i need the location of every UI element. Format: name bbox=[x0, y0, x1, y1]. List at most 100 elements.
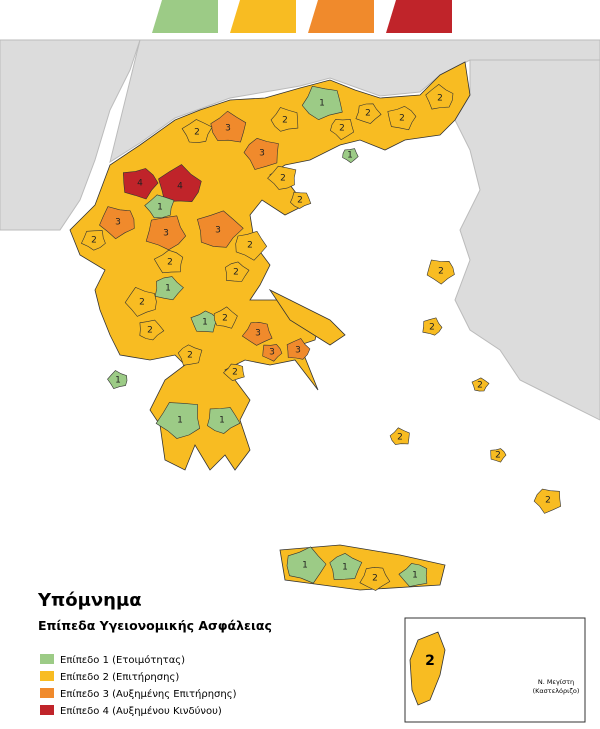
legend-title: Υπόμνημα bbox=[37, 590, 142, 611]
region bbox=[286, 338, 311, 360]
region-level: 2 bbox=[233, 268, 239, 278]
region-level: 2 bbox=[437, 94, 443, 104]
region-level: 4 bbox=[177, 182, 183, 192]
region-level: 2 bbox=[280, 174, 286, 184]
region bbox=[290, 191, 312, 209]
region bbox=[197, 210, 244, 248]
island bbox=[409, 631, 446, 706]
region-level: 3 bbox=[259, 149, 265, 159]
region bbox=[224, 261, 250, 282]
legend-label: Επίπεδο 4 (Αυξημένου Κινδύνου) bbox=[60, 705, 222, 717]
region-level: 1 bbox=[115, 376, 121, 386]
region-level: 1 bbox=[202, 318, 208, 328]
region bbox=[155, 402, 201, 439]
neighbor-land bbox=[454, 59, 600, 421]
region bbox=[99, 206, 135, 240]
region-level: 2 bbox=[232, 368, 238, 378]
color-bar bbox=[230, 0, 296, 33]
region-level: 2 bbox=[187, 351, 193, 361]
region-level: 1 bbox=[347, 151, 353, 161]
region bbox=[241, 321, 273, 346]
region bbox=[139, 319, 165, 341]
region-level: 1 bbox=[219, 416, 225, 426]
legend-label: Επίπεδο 1 (Ετοιμότητας) bbox=[60, 654, 185, 666]
region-level: 2 bbox=[495, 451, 501, 461]
inset: 2 Ν. Μεγίστη (Καστελόριζο) bbox=[404, 617, 586, 723]
region-level: 2 bbox=[372, 574, 378, 584]
region bbox=[122, 168, 159, 200]
legend-swatch bbox=[40, 705, 54, 715]
region bbox=[330, 119, 355, 141]
island bbox=[268, 288, 346, 346]
region bbox=[177, 344, 203, 366]
color-bar bbox=[152, 0, 218, 33]
region-level: 2 bbox=[438, 267, 444, 277]
region bbox=[107, 370, 128, 389]
region-level: 2 bbox=[429, 323, 435, 333]
region bbox=[190, 310, 218, 333]
region bbox=[181, 119, 213, 144]
region bbox=[262, 344, 283, 362]
region bbox=[124, 287, 157, 317]
region bbox=[270, 107, 299, 132]
region bbox=[223, 363, 245, 382]
region bbox=[359, 566, 391, 591]
region-level: 4 bbox=[137, 179, 143, 189]
region bbox=[243, 137, 279, 170]
region-level: 1 bbox=[319, 99, 325, 109]
color-bars bbox=[152, 0, 452, 33]
region bbox=[154, 276, 184, 301]
region bbox=[398, 563, 428, 587]
region bbox=[355, 103, 382, 124]
region bbox=[387, 105, 417, 131]
region bbox=[389, 427, 410, 445]
region-level: 3 bbox=[225, 124, 231, 134]
inset-name: Ν. Μεγίστη bbox=[538, 678, 574, 686]
legend-items: Επίπεδο 1 (Ετοιμότητας) Επίπεδο 2 (Επιτήρ… bbox=[40, 654, 237, 717]
region-level: 2 bbox=[477, 381, 483, 391]
region-level: 1 bbox=[165, 284, 171, 294]
region-level: 3 bbox=[269, 348, 275, 358]
region bbox=[235, 230, 268, 261]
inset-note: (Καστελόριζο) bbox=[533, 687, 580, 695]
region bbox=[213, 306, 238, 329]
region-level: 2 bbox=[147, 326, 153, 336]
region-level: 2 bbox=[194, 128, 200, 138]
legend-label: Επίπεδο 2 (Επιτήρησης) bbox=[60, 671, 179, 683]
region-level: 2 bbox=[282, 116, 288, 126]
region-level: 1 bbox=[302, 561, 308, 571]
region bbox=[425, 84, 454, 110]
region-level: 2 bbox=[545, 496, 551, 506]
legend-swatch bbox=[40, 654, 54, 664]
legend-subtitle: Επίπεδα Υγειονομικής Ασφάλειας bbox=[38, 618, 272, 633]
region bbox=[144, 194, 175, 219]
color-bar bbox=[308, 0, 374, 33]
region-level: 2 bbox=[222, 314, 228, 324]
region-level: 3 bbox=[255, 329, 261, 339]
color-bar bbox=[386, 0, 452, 33]
region-level: 1 bbox=[177, 416, 183, 426]
region-level: 2 bbox=[247, 241, 253, 251]
region bbox=[301, 85, 343, 121]
region-level: 2 bbox=[139, 298, 145, 308]
region-level: 2 bbox=[339, 124, 345, 134]
region bbox=[145, 215, 187, 251]
region bbox=[80, 230, 106, 251]
neighbor-land bbox=[0, 39, 141, 231]
region bbox=[207, 407, 241, 434]
region-level: 2 bbox=[399, 114, 405, 124]
region bbox=[490, 448, 507, 463]
region-level: 1 bbox=[342, 563, 348, 573]
region-level: 1 bbox=[412, 571, 418, 581]
region bbox=[422, 317, 443, 336]
region-level: 3 bbox=[215, 226, 221, 236]
region-level: 2 bbox=[397, 433, 403, 443]
region-level: 2 bbox=[365, 109, 371, 119]
legend-swatch bbox=[40, 671, 54, 681]
region bbox=[471, 377, 490, 392]
legend-swatch bbox=[40, 688, 54, 698]
region-level: 3 bbox=[115, 218, 121, 228]
region bbox=[267, 165, 297, 190]
region bbox=[329, 553, 363, 580]
